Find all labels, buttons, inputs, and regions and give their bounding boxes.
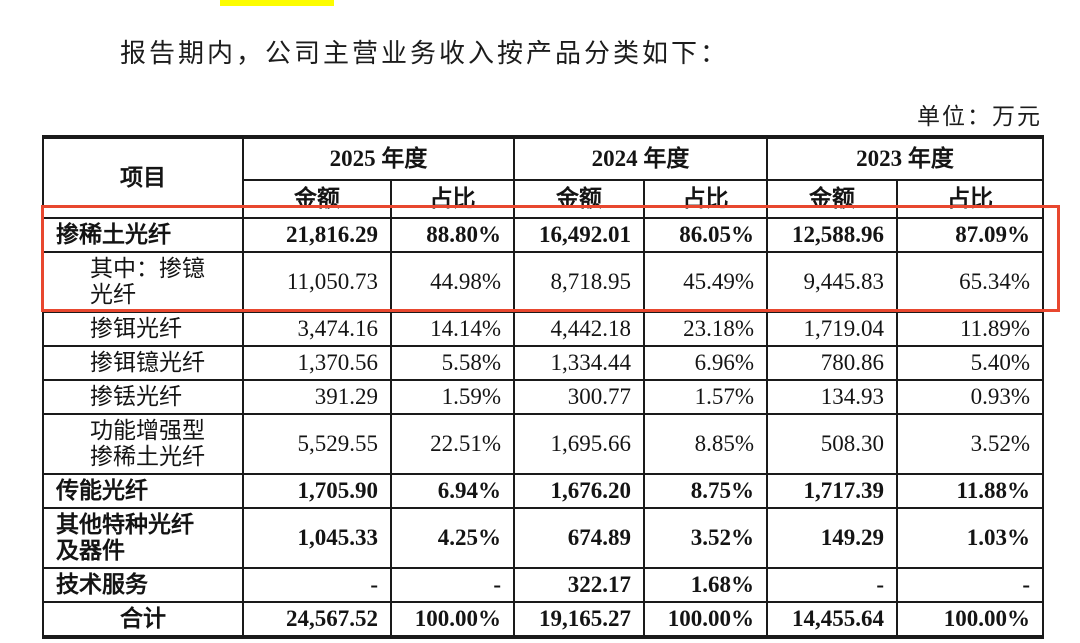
row-value-cell: 8.75% xyxy=(643,473,768,509)
row-value-cell: 3.52% xyxy=(896,413,1044,475)
row-item-label: 掺铒光纤 xyxy=(42,311,244,347)
table-row: 其他特种光纤 及器件 1,045.33 4.25% 674.89 3.52% 149.29… xyxy=(42,507,1044,569)
table-row: 掺铒镱光纤 1,370.56 5.58% 1,334.44 6.96% 780.86 5.4… xyxy=(42,345,1044,381)
row-value-cell: 23.18% xyxy=(643,311,768,347)
row-value-cell: - xyxy=(242,567,392,603)
row-value-cell: 508.30 xyxy=(766,413,898,475)
row-value-cell: 1.59% xyxy=(390,379,515,415)
row-value-cell: 674.89 xyxy=(513,507,645,569)
row-value-cell: 44.98% xyxy=(390,251,515,313)
row-value-cell: 4,442.18 xyxy=(513,311,645,347)
row-value-cell: 322.17 xyxy=(513,567,645,603)
row-value-cell: 1.03% xyxy=(896,507,1044,569)
table-row: 功能增强型 掺稀土光纤 5,529.55 22.51% 1,695.66 8.85% 50… xyxy=(42,413,1044,475)
table-row: 技术服务 - -322.17 1.68% - - xyxy=(42,567,1044,603)
row-value-cell: 100.00% xyxy=(390,601,515,638)
table-row: 掺铒光纤 3,474.16 14.14% 4,442.18 23.18% 1,719.04… xyxy=(42,311,1044,347)
row-item-label: 功能增强型 掺稀土光纤 xyxy=(42,413,244,475)
row-item-label: 其中：掺镱 光纤 xyxy=(42,251,244,313)
row-item-label: 其他特种光纤 及器件 xyxy=(42,507,244,569)
row-value-cell: 14.14% xyxy=(390,311,515,347)
row-value-cell: 8.85% xyxy=(643,413,768,475)
row-value-cell: 5.40% xyxy=(896,345,1044,381)
row-value-cell: 86.05% xyxy=(643,217,768,253)
row-value-cell: 22.51% xyxy=(390,413,515,475)
row-value-cell: 1,045.33 xyxy=(242,507,392,569)
column-header-year-2025: 2025 年度 xyxy=(242,136,515,181)
row-value-cell: 5.58% xyxy=(390,345,515,381)
table-row: 传能光纤 1,705.90 6.94% 1,676.20 8.75% 1,717.39 11… xyxy=(42,473,1044,509)
row-item-label: 传能光纤 xyxy=(42,473,244,509)
row-value-cell: 19,165.27 xyxy=(513,601,645,638)
row-value-cell: 8,718.95 xyxy=(513,251,645,313)
row-value-cell: 11.88% xyxy=(896,473,1044,509)
row-value-cell: 391.29 xyxy=(242,379,392,415)
row-value-cell: 300.77 xyxy=(513,379,645,415)
row-value-cell: 780.86 xyxy=(766,345,898,381)
table-row: 掺铥光纤 391.29 1.59% 300.77 1.57% 134.93 0.93% xyxy=(42,379,1044,415)
row-item-label: 掺铥光纤 xyxy=(42,379,244,415)
intro-paragraph: 报告期内，公司主营业务收入按产品分类如下： xyxy=(120,39,730,68)
row-value-cell: 0.93% xyxy=(896,379,1044,415)
row-value-cell: - xyxy=(896,567,1044,603)
column-header-year-2024: 2024 年度 xyxy=(513,136,768,181)
column-header-amount-2023: 金额 xyxy=(766,179,898,219)
table-row: 其中：掺镱 光纤 11,050.73 44.98% 8,718.95 45.49% 9,4… xyxy=(42,251,1044,313)
row-item-label: 技术服务 xyxy=(42,567,244,603)
row-value-cell: 12,588.96 xyxy=(766,217,898,253)
row-item-label: 合计 xyxy=(42,601,244,638)
column-header-item: 项目 xyxy=(42,136,244,219)
row-value-cell: 1,676.20 xyxy=(513,473,645,509)
row-value-cell: 1,370.56 xyxy=(242,345,392,381)
row-value-cell: 16,492.01 xyxy=(513,217,645,253)
row-value-cell: 1,717.39 xyxy=(766,473,898,509)
row-value-cell: 3,474.16 xyxy=(242,311,392,347)
row-value-cell: 100.00% xyxy=(896,601,1044,638)
row-value-cell: 88.80% xyxy=(390,217,515,253)
row-item-label: 掺稀土光纤 xyxy=(42,217,244,253)
table-header-row-years: 项目 2025 年度 2024 年度 2023 年度 xyxy=(42,136,1044,219)
row-value-cell: 11,050.73 xyxy=(242,251,392,313)
column-header-amount-2024: 金额 xyxy=(513,179,645,219)
row-value-cell: 14,455.64 xyxy=(766,601,898,638)
row-value-cell: 9,445.83 xyxy=(766,251,898,313)
row-value-cell: 1,695.66 xyxy=(513,413,645,475)
table-header: 项目 2025 年度 2024 年度 2023 年度 金额 占比 金额 占比 金… xyxy=(42,136,1044,219)
row-value-cell: 11.89% xyxy=(896,311,1044,347)
row-value-cell: - xyxy=(766,567,898,603)
table-row: 合计 24,567.52 100.00% 19,165.27 100.00% 14,455… xyxy=(42,601,1044,638)
row-value-cell: 24,567.52 xyxy=(242,601,392,638)
column-header-ratio-2023: 占比 xyxy=(896,179,1044,219)
row-item-label: 掺铒镱光纤 xyxy=(42,345,244,381)
row-value-cell: 4.25% xyxy=(390,507,515,569)
row-value-cell: 1,719.04 xyxy=(766,311,898,347)
column-header-amount-2025: 金额 xyxy=(242,179,392,219)
row-value-cell: 134.93 xyxy=(766,379,898,415)
table-body: 掺稀土光纤 21,816.29 88.80% 16,492.01 86.05% 12,58… xyxy=(42,217,1044,638)
row-value-cell: 65.34% xyxy=(896,251,1044,313)
yellow-highlight-mark xyxy=(220,0,334,6)
row-value-cell: 1,705.90 xyxy=(242,473,392,509)
table-row: 掺稀土光纤 21,816.29 88.80% 16,492.01 86.05% 12,58… xyxy=(42,217,1044,253)
row-value-cell: 87.09% xyxy=(896,217,1044,253)
row-value-cell: 21,816.29 xyxy=(242,217,392,253)
unit-label: 单位：万元 xyxy=(917,104,1042,129)
row-value-cell: 1,334.44 xyxy=(513,345,645,381)
column-header-year-2023: 2023 年度 xyxy=(766,136,1044,181)
row-value-cell: - xyxy=(390,567,515,603)
row-value-cell: 100.00% xyxy=(643,601,768,638)
row-value-cell: 1.57% xyxy=(643,379,768,415)
column-header-ratio-2024: 占比 xyxy=(643,179,768,219)
row-value-cell: 1.68% xyxy=(643,567,768,603)
row-value-cell: 45.49% xyxy=(643,251,768,313)
column-header-ratio-2025: 占比 xyxy=(390,179,515,219)
row-value-cell: 3.52% xyxy=(643,507,768,569)
revenue-by-product-table: 项目 2025 年度 2024 年度 2023 年度 金额 占比 金额 占比 金… xyxy=(42,135,1044,639)
row-value-cell: 5,529.55 xyxy=(242,413,392,475)
row-value-cell: 6.94% xyxy=(390,473,515,509)
row-value-cell: 149.29 xyxy=(766,507,898,569)
row-value-cell: 6.96% xyxy=(643,345,768,381)
